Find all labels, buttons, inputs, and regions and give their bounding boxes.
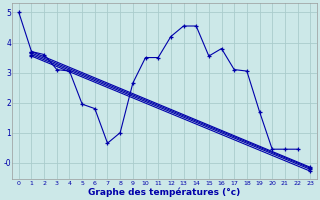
- X-axis label: Graphe des températures (°c): Graphe des températures (°c): [88, 187, 241, 197]
